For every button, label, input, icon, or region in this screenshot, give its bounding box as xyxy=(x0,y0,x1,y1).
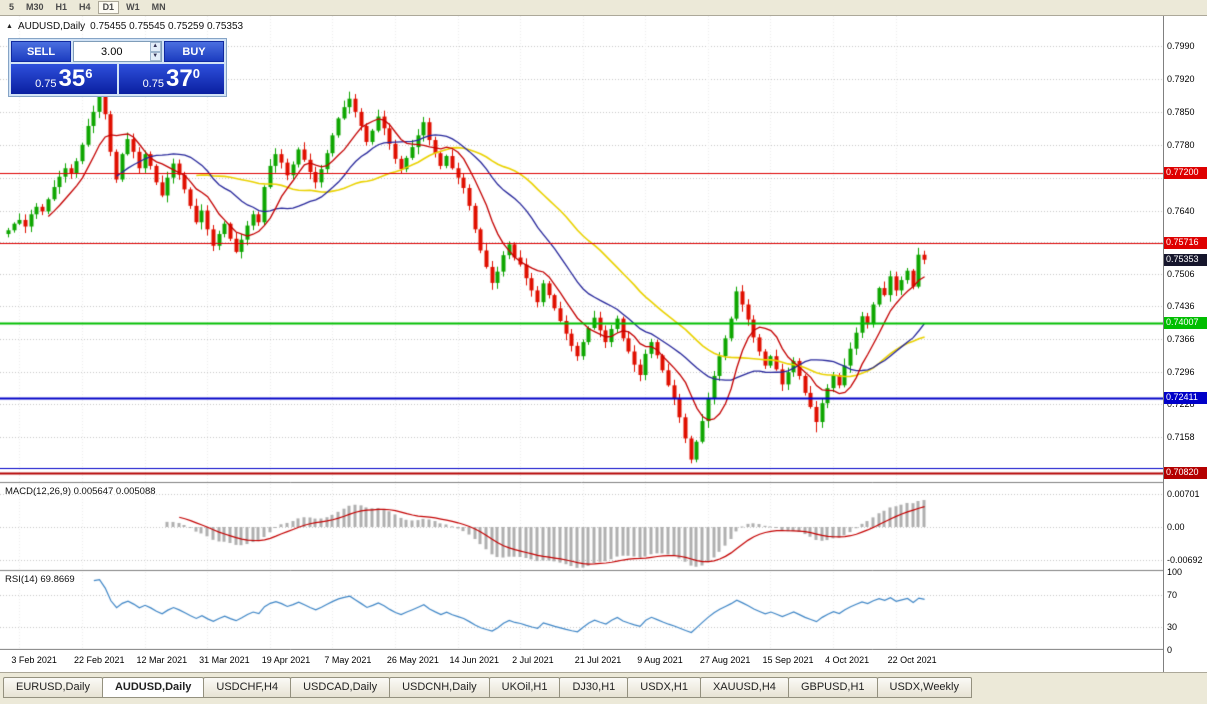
date-label: 22 Feb 2021 xyxy=(73,655,125,665)
price-axis-separator xyxy=(1163,16,1164,672)
level-price-label: 0.77200 xyxy=(1164,166,1207,179)
timeframe-button-m30[interactable]: M30 xyxy=(21,1,49,14)
date-label: 3 Feb 2021 xyxy=(11,655,57,665)
date-label: 14 Jun 2021 xyxy=(449,655,500,665)
date-label: 22 Oct 2021 xyxy=(887,655,937,665)
rsi-indicator-label: RSI(14) 69.8669 xyxy=(5,574,75,585)
macd-indicator-label: MACD(12,26,9) 0.005647 0.005088 xyxy=(5,486,156,497)
chart-tab-bar: EURUSD,Daily AUDUSD,Daily USDCHF,H4 USDCAD,… xyxy=(0,672,1207,704)
chart-tab-eurusd-daily[interactable]: EURUSD,Daily xyxy=(3,677,103,698)
macd-tick-label: 0.00 xyxy=(1167,522,1185,532)
price-tick-label: 0.7990 xyxy=(1167,41,1195,52)
date-label: 31 Mar 2021 xyxy=(199,655,250,665)
volume-spin-buttons: ▲ ▼ xyxy=(149,42,161,61)
timeframe-button-5[interactable]: 5 xyxy=(4,1,19,14)
price-tick-label: 0.7506 xyxy=(1167,268,1195,279)
price-tick-label: 0.7366 xyxy=(1167,334,1195,345)
sell-price-display[interactable]: 0.75 35 6 xyxy=(11,64,117,94)
rsi-tick-label: 70 xyxy=(1167,590,1178,601)
chart-tab-usdx-weekly[interactable]: USDX,Weekly xyxy=(876,677,972,698)
rsi-tick-label: 0 xyxy=(1167,645,1173,655)
buy-button[interactable]: BUY xyxy=(164,41,224,62)
timeframe-button-h1[interactable]: H1 xyxy=(51,1,73,14)
one-click-trade-panel: SELL ▲ ▼ BUY 0.75 35 6 0.75 xyxy=(8,38,227,97)
sell-button[interactable]: SELL xyxy=(11,41,71,62)
chart-ohlc-values: 0.75455 0.75545 0.75259 0.75353 xyxy=(90,21,244,32)
date-label: 26 May 2021 xyxy=(386,655,439,665)
level-price-label: 0.70820 xyxy=(1164,466,1207,479)
buy-price-display[interactable]: 0.75 37 0 xyxy=(118,64,224,94)
price-tick-label: 0.7158 xyxy=(1167,432,1195,443)
date-label: 15 Sep 2021 xyxy=(762,655,814,665)
price-tick-label: 0.7228 xyxy=(1167,399,1195,410)
macd-tick-label: 0.00701 xyxy=(1167,488,1200,499)
chart-tab-gbpusd-h1[interactable]: GBPUSD,H1 xyxy=(787,677,878,698)
buy-price-sup-digit: 0 xyxy=(192,66,200,81)
chart-tab-ukoil-h1[interactable]: UKOil,H1 xyxy=(488,677,561,698)
timeframe-button-h4[interactable]: H4 xyxy=(74,1,96,14)
price-chart-canvas[interactable] xyxy=(0,16,1163,650)
buy-price-prefix: 0.75 xyxy=(142,78,164,90)
price-tick-label: 0.7920 xyxy=(1167,73,1195,84)
date-label: 7 May 2021 xyxy=(324,655,372,665)
price-tick-label: 0.7780 xyxy=(1167,139,1195,150)
current-price-label: 0.75353 xyxy=(1164,253,1207,266)
price-tick-label: 0.7296 xyxy=(1167,367,1195,378)
date-label: 2 Jul 2021 xyxy=(512,655,554,665)
level-price-label: 0.74007 xyxy=(1164,316,1207,329)
chart-ohlc-header: ▲ AUDUSD,Daily 0.75455 0.75545 0.75259 0… xyxy=(6,21,243,32)
chart-tab-usdx-h1[interactable]: USDX,H1 xyxy=(627,677,701,698)
volume-down-button[interactable]: ▼ xyxy=(149,51,161,61)
collapse-trade-panel-icon[interactable]: ▲ xyxy=(6,22,13,30)
date-label: 19 Apr 2021 xyxy=(261,655,311,665)
rsi-tick-label: 30 xyxy=(1167,621,1178,632)
timeframe-button-mn[interactable]: MN xyxy=(147,1,171,14)
chart-tab-usdcad-daily[interactable]: USDCAD,Daily xyxy=(290,677,391,698)
date-label: 9 Aug 2021 xyxy=(637,655,683,665)
volume-spinner: ▲ ▼ xyxy=(73,41,162,62)
date-label: 27 Aug 2021 xyxy=(699,655,751,665)
volume-up-button[interactable]: ▲ xyxy=(149,42,161,52)
date-label: 12 Mar 2021 xyxy=(136,655,188,665)
macd-tick-label: -0.00692 xyxy=(1167,555,1203,566)
chart-tab-xauusd-h4[interactable]: XAUUSD,H4 xyxy=(699,677,789,698)
date-label: 21 Jul 2021 xyxy=(574,655,622,665)
chart-area: ▲ AUDUSD,Daily 0.75455 0.75545 0.75259 0… xyxy=(0,16,1207,672)
level-price-label: 0.75716 xyxy=(1164,236,1207,249)
timeframe-button-w1[interactable]: W1 xyxy=(121,1,145,14)
sell-price-sup-digit: 6 xyxy=(85,66,93,81)
price-tick-label: 0.7436 xyxy=(1167,301,1195,312)
price-tick-label: 0.7850 xyxy=(1167,106,1195,117)
buy-price-big-digits: 37 xyxy=(165,65,193,92)
date-label: 4 Oct 2021 xyxy=(825,655,870,665)
chart-symbol-label: AUDUSD,Daily xyxy=(17,21,86,32)
sell-price-big-digits: 35 xyxy=(58,65,86,92)
chart-tab-usdcnh-daily[interactable]: USDCNH,Daily xyxy=(389,677,490,698)
chart-tab-dj30-h1[interactable]: DJ30,H1 xyxy=(559,677,629,698)
timeframe-button-d1[interactable]: D1 xyxy=(97,1,120,14)
timeframe-toolbar: 5 M30 H1 H4 D1 W1 MN xyxy=(0,0,1207,16)
price-tick-label: 0.7640 xyxy=(1167,205,1195,216)
level-price-label: 0.72411 xyxy=(1164,391,1207,404)
chart-tab-audusd-daily[interactable]: AUDUSD,Daily xyxy=(101,677,205,698)
sell-price-prefix: 0.75 xyxy=(35,78,57,90)
rsi-tick-label: 100 xyxy=(1167,567,1183,577)
chart-tab-usdchf-h4[interactable]: USDCHF,H4 xyxy=(203,677,292,698)
volume-input[interactable] xyxy=(74,42,150,61)
